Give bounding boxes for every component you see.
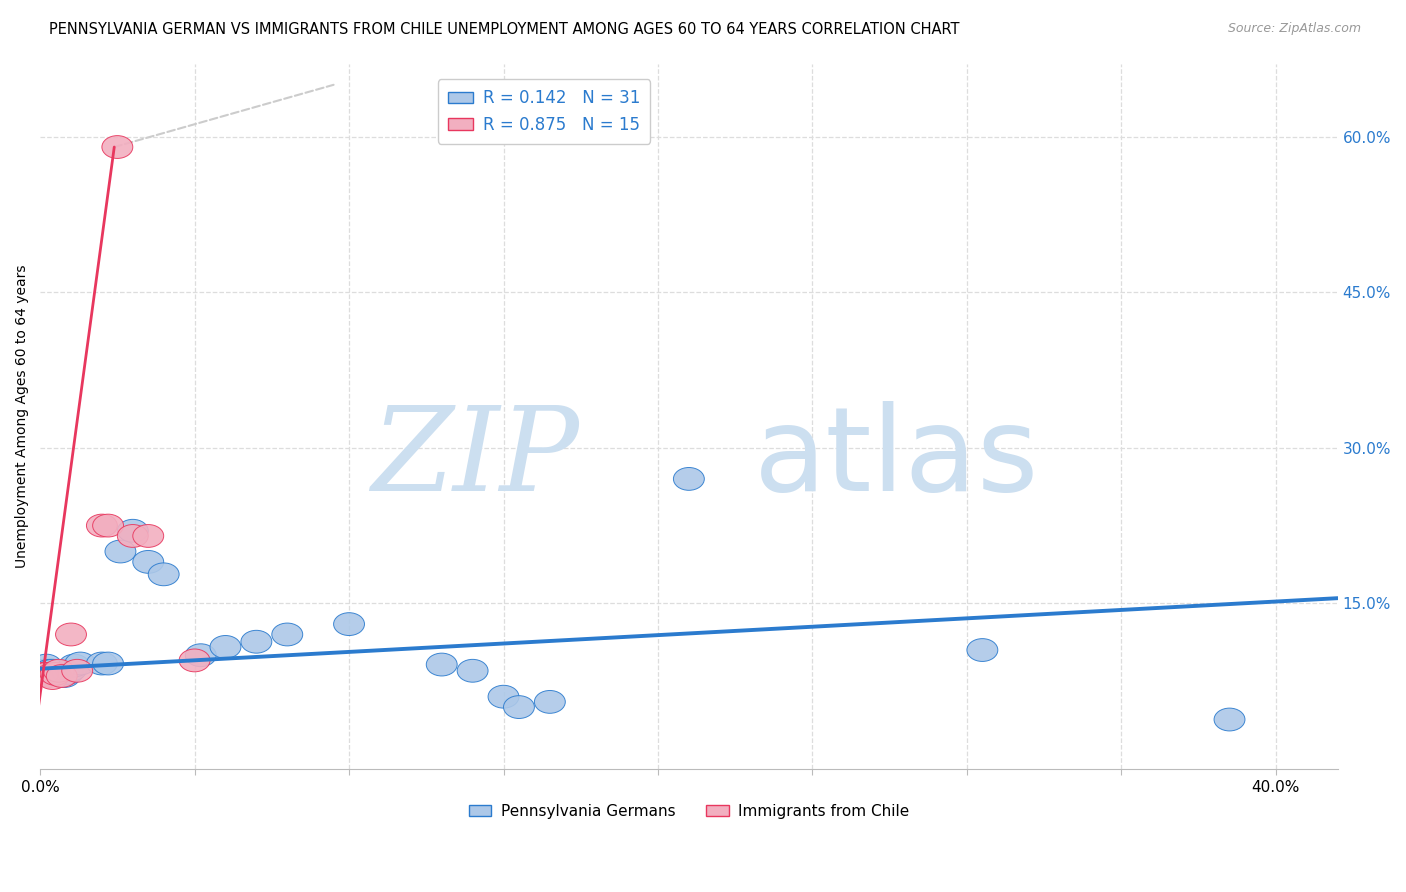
Ellipse shape xyxy=(101,136,132,159)
Ellipse shape xyxy=(488,685,519,708)
Ellipse shape xyxy=(56,658,86,681)
Ellipse shape xyxy=(37,659,67,682)
Ellipse shape xyxy=(28,659,59,682)
Ellipse shape xyxy=(1213,708,1244,731)
Ellipse shape xyxy=(37,666,67,690)
Ellipse shape xyxy=(31,654,62,677)
Ellipse shape xyxy=(93,652,124,675)
Ellipse shape xyxy=(457,659,488,682)
Ellipse shape xyxy=(117,519,148,542)
Ellipse shape xyxy=(186,644,217,666)
Ellipse shape xyxy=(34,665,65,688)
Ellipse shape xyxy=(673,467,704,491)
Ellipse shape xyxy=(52,662,83,684)
Ellipse shape xyxy=(117,524,148,548)
Ellipse shape xyxy=(31,663,62,685)
Ellipse shape xyxy=(86,652,117,675)
Ellipse shape xyxy=(34,659,65,682)
Text: Source: ZipAtlas.com: Source: ZipAtlas.com xyxy=(1227,22,1361,36)
Ellipse shape xyxy=(93,514,124,537)
Ellipse shape xyxy=(426,653,457,676)
Ellipse shape xyxy=(44,663,75,685)
Ellipse shape xyxy=(132,524,163,548)
Ellipse shape xyxy=(46,665,77,688)
Ellipse shape xyxy=(105,540,136,563)
Ellipse shape xyxy=(333,613,364,635)
Ellipse shape xyxy=(59,654,90,677)
Ellipse shape xyxy=(132,550,163,574)
Ellipse shape xyxy=(86,514,117,537)
Y-axis label: Unemployment Among Ages 60 to 64 years: Unemployment Among Ages 60 to 64 years xyxy=(15,265,30,568)
Ellipse shape xyxy=(967,639,998,662)
Ellipse shape xyxy=(148,563,179,586)
Ellipse shape xyxy=(49,665,80,688)
Text: atlas: atlas xyxy=(754,401,1039,516)
Text: ZIP: ZIP xyxy=(371,401,579,516)
Ellipse shape xyxy=(240,631,271,653)
Ellipse shape xyxy=(41,663,72,685)
Ellipse shape xyxy=(56,624,86,646)
Ellipse shape xyxy=(44,659,75,682)
Ellipse shape xyxy=(209,635,240,658)
Ellipse shape xyxy=(271,624,302,646)
Legend: Pennsylvania Germans, Immigrants from Chile: Pennsylvania Germans, Immigrants from Ch… xyxy=(463,798,915,825)
Ellipse shape xyxy=(179,649,209,672)
Ellipse shape xyxy=(534,690,565,714)
Text: PENNSYLVANIA GERMAN VS IMMIGRANTS FROM CHILE UNEMPLOYMENT AMONG AGES 60 TO 64 YE: PENNSYLVANIA GERMAN VS IMMIGRANTS FROM C… xyxy=(49,22,960,37)
Ellipse shape xyxy=(65,652,96,675)
Ellipse shape xyxy=(41,663,72,685)
Ellipse shape xyxy=(28,663,59,685)
Ellipse shape xyxy=(503,696,534,718)
Ellipse shape xyxy=(46,665,77,688)
Ellipse shape xyxy=(62,659,93,682)
